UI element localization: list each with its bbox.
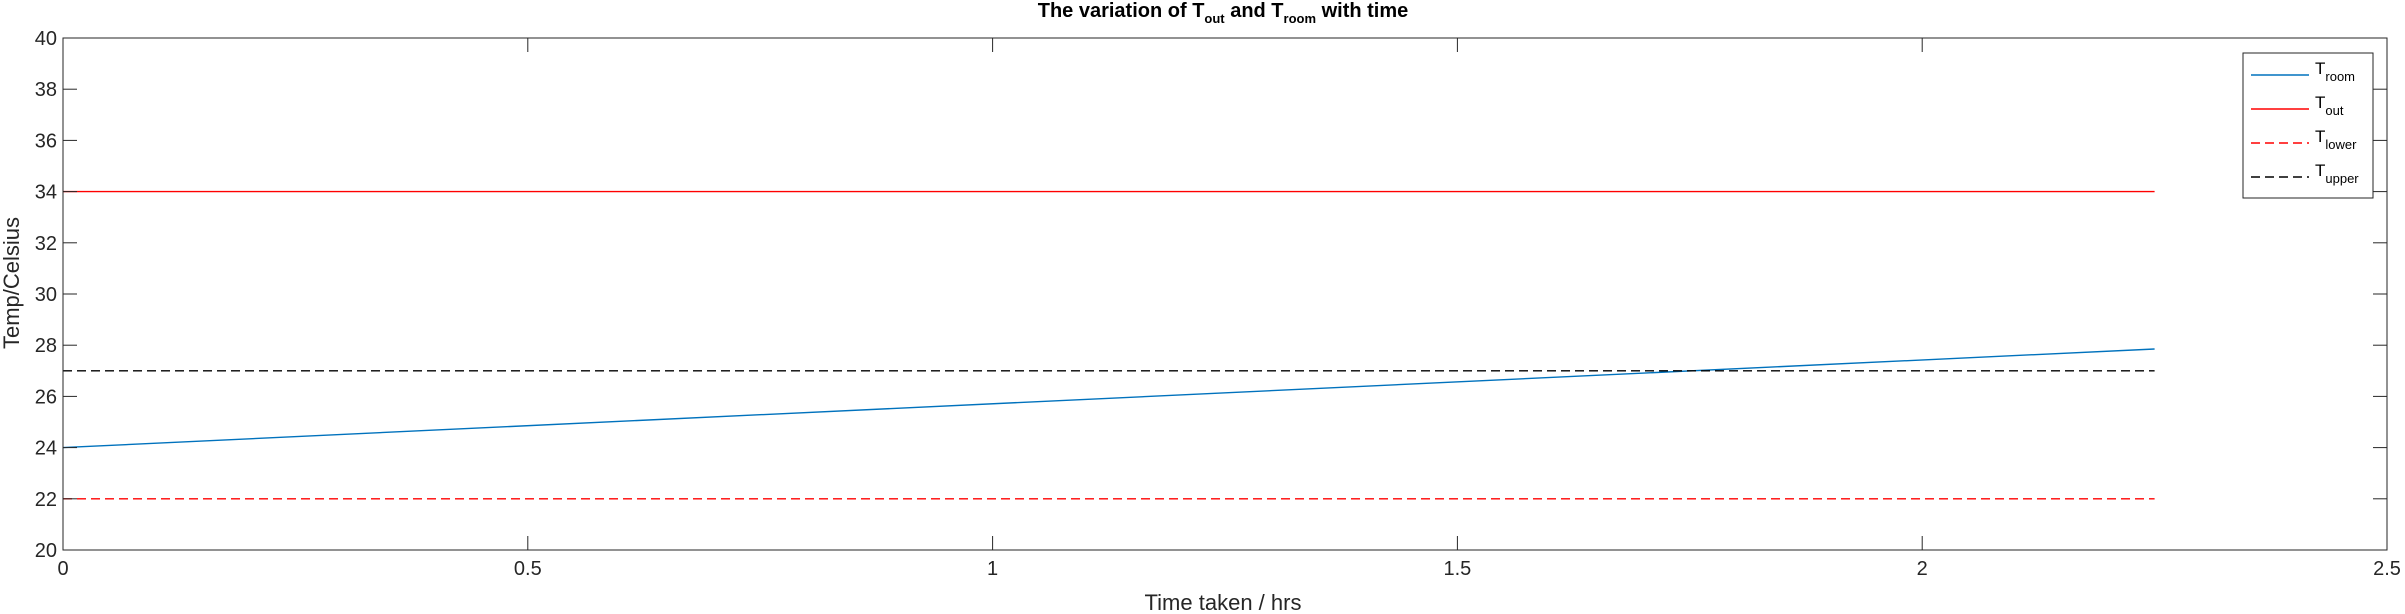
y-tick-label: 20 [35, 540, 57, 562]
legend-label-main: T [2315, 93, 2325, 112]
y-tick-label: 28 [35, 335, 57, 357]
legend-label-room: Troom [2315, 59, 2355, 84]
x-tick-label: 1 [987, 558, 998, 580]
y-tick-label: 34 [35, 182, 57, 204]
x-tick-label: 0.5 [514, 558, 542, 580]
legend-label-sub: room [2325, 69, 2355, 84]
series-layer [62, 190, 2155, 500]
title-suffix: with time [1316, 0, 1408, 22]
title-mid: and T [1225, 0, 1284, 22]
legend-label-lower: Tlower [2315, 127, 2357, 152]
legend-label-sub: lower [2325, 137, 2357, 152]
y-tick-label: 32 [35, 233, 57, 255]
ticks-layer: 0 0.5 1 1.5 2 2.5 20 22 24 26 28 30 32 34 36 38 40 [35, 28, 2401, 580]
legend-label-sub: upper [2325, 171, 2359, 186]
y-tick-label: 22 [35, 489, 57, 511]
legend-label-out: Tout [2315, 93, 2344, 118]
plot-frame [62, 37, 2388, 551]
y-tick-label: 36 [35, 130, 57, 152]
chart-title: The variation of Tout and Troom with tim… [1038, 0, 1409, 26]
legend-label-sub: out [2325, 103, 2343, 118]
series-line-room [62, 348, 2155, 449]
y-tick-label: 30 [35, 284, 57, 306]
y-axis-label: Temp/Celsius [0, 217, 24, 349]
legend-label-main: T [2315, 161, 2325, 180]
y-tick-label: 40 [35, 28, 57, 50]
title-prefix: The variation of T [1038, 0, 1205, 22]
title-sub-out: out [1204, 11, 1225, 26]
y-tick-label: 26 [35, 386, 57, 408]
title-sub-room: room [1284, 11, 1317, 26]
x-tick-label: 2.5 [2373, 558, 2401, 580]
legend-label-main: T [2315, 127, 2325, 146]
legend-box [2242, 52, 2374, 199]
y-tick-label: 38 [35, 79, 57, 101]
legend-label-upper: Tupper [2315, 161, 2359, 186]
x-tick-label: 0 [57, 558, 68, 580]
y-tick-label: 24 [35, 438, 57, 460]
x-tick-label: 1.5 [1443, 558, 1471, 580]
x-axis-label: Time taken / hrs [1145, 590, 1302, 614]
x-tick-label: 2 [1917, 558, 1928, 580]
legend-label-main: T [2315, 59, 2325, 78]
